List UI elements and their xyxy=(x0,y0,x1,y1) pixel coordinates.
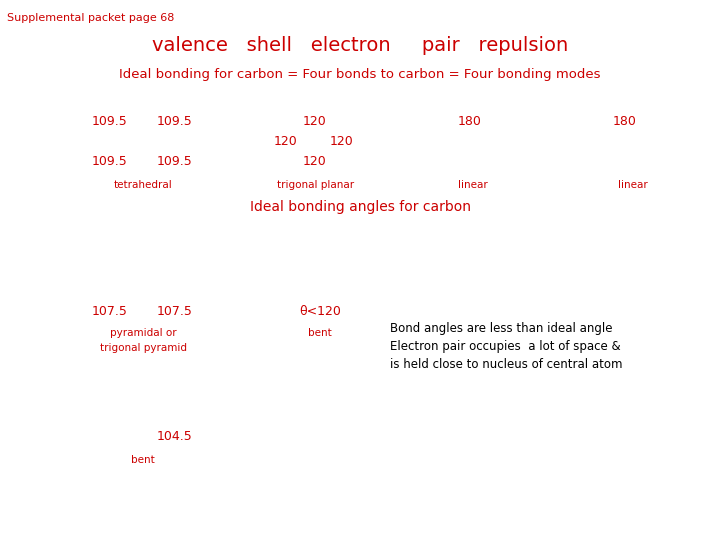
Text: 109.5: 109.5 xyxy=(92,155,128,168)
Text: 120: 120 xyxy=(274,135,298,148)
Text: Supplemental packet page 68: Supplemental packet page 68 xyxy=(7,13,174,23)
Text: 120: 120 xyxy=(330,135,354,148)
Text: Ideal bonding for carbon = Four bonds to carbon = Four bonding modes: Ideal bonding for carbon = Four bonds to… xyxy=(120,68,600,81)
Text: 109.5: 109.5 xyxy=(92,115,128,128)
Text: 180: 180 xyxy=(458,115,482,128)
Text: θ<120: θ<120 xyxy=(299,305,341,318)
Text: 180: 180 xyxy=(613,115,637,128)
Text: bent: bent xyxy=(308,328,332,338)
Text: bent: bent xyxy=(131,455,155,465)
Text: Electron pair occupies  a lot of space &: Electron pair occupies a lot of space & xyxy=(390,340,621,353)
Text: 109.5: 109.5 xyxy=(157,115,193,128)
Text: trigonal pyramid: trigonal pyramid xyxy=(99,343,186,353)
Text: 107.5: 107.5 xyxy=(92,305,128,318)
Text: 120: 120 xyxy=(303,155,327,168)
Text: 104.5: 104.5 xyxy=(157,430,193,443)
Text: Bond angles are less than ideal angle: Bond angles are less than ideal angle xyxy=(390,322,613,335)
Text: valence   shell   electron     pair   repulsion: valence shell electron pair repulsion xyxy=(152,36,568,55)
Text: trigonal planar: trigonal planar xyxy=(277,180,354,190)
Text: pyramidal or: pyramidal or xyxy=(109,328,176,338)
Text: linear: linear xyxy=(458,180,488,190)
Text: 107.5: 107.5 xyxy=(157,305,193,318)
Text: 120: 120 xyxy=(303,115,327,128)
Text: Ideal bonding angles for carbon: Ideal bonding angles for carbon xyxy=(250,200,470,214)
Text: linear: linear xyxy=(618,180,648,190)
Text: 109.5: 109.5 xyxy=(157,155,193,168)
Text: is held close to nucleus of central atom: is held close to nucleus of central atom xyxy=(390,358,623,371)
Text: tetrahedral: tetrahedral xyxy=(114,180,172,190)
